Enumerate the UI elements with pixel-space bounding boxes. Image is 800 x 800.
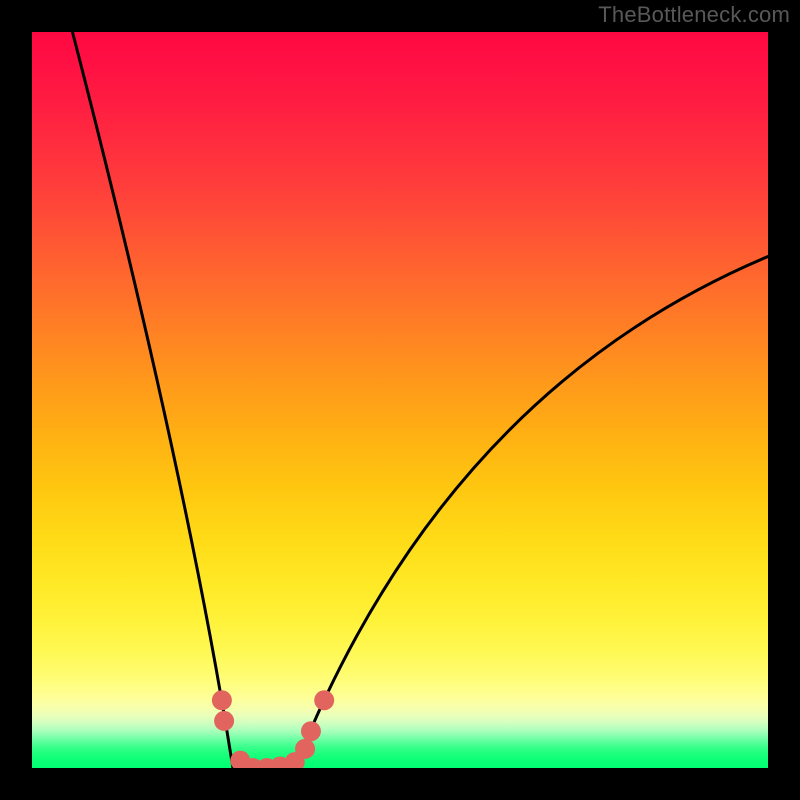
plot-area [32,32,768,768]
chart-svg [32,32,768,768]
data-dot [212,690,232,710]
chart-stage: TheBottleneck.com [0,0,800,800]
gradient-background [32,32,768,768]
data-dot [301,721,321,741]
data-dot [214,711,234,731]
data-dot [314,690,334,710]
data-dot [295,739,315,759]
watermark-text: TheBottleneck.com [598,2,790,28]
